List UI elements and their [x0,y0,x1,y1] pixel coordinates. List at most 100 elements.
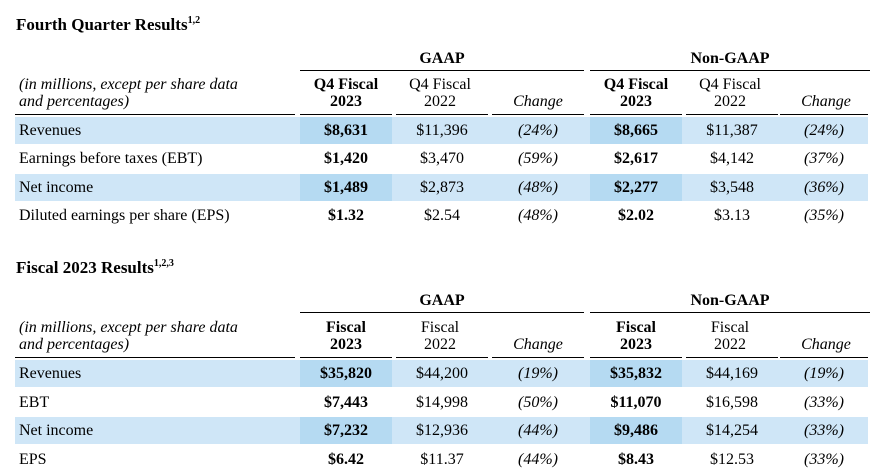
table-row: Revenues $8,631 $11,396 (24%) $8,665 $11… [15,117,868,144]
nongaap-group-rule [590,312,870,313]
nongaap-current-value: $2.02 [618,207,654,224]
nongaap-current-value: $8,665 [590,117,682,144]
row-label: Net income [19,179,94,196]
gaap-current-value: $1.32 [328,207,364,224]
nongaap-group-header: Non-GAAP [690,50,770,67]
header-rule [15,114,295,115]
gaap-prior-value: $3,470 [420,150,464,167]
gaap-prior-value: $11,396 [416,122,468,139]
gaap-prior-value: $2.54 [424,207,460,224]
gaap-change-value: (48%) [518,179,558,196]
gaap-current-header: Q4 Fiscal 2023 [300,76,392,110]
gaap-prior-value: $12,936 [416,422,468,439]
gaap-prior-value: $44,200 [416,365,468,382]
header-line1: Q4 Fiscal [313,76,379,93]
gaap-group-header: GAAP [419,50,465,67]
gaap-change-value: (48%) [518,207,558,224]
gaap-prior-value: $2,873 [420,179,464,196]
nongaap-prior-value: $11,387 [706,122,758,139]
units-note-line1: (in millions, except per share data [19,319,238,336]
nongaap-change-value: (33%) [804,422,844,439]
header-rule [15,357,295,358]
header-line1: Q4 Fiscal [409,76,471,93]
row-label: Net income [19,422,94,439]
footnote-ref: 1,2,3 [153,258,174,269]
row-label: Diluted earnings per share (EPS) [19,207,230,224]
nongaap-prior-value: $4,142 [710,150,754,167]
header-rule [686,114,778,115]
units-note-line1: (in millions, except per share data [19,76,238,93]
table-row: Revenues $35,820 $44,200 (19%) $35,832 $… [15,360,868,387]
gaap-change-value: (59%) [518,150,558,167]
header-line2: 2022 [424,93,456,110]
header-rule [686,357,778,358]
nongaap-prior-value: $3,548 [710,179,754,196]
units-note-line2: and percentages) [19,93,130,110]
nongaap-prior-header: Q4 Fiscal 2022 [684,76,776,110]
section-title-text: Fiscal 2023 Results [16,258,154,277]
nongaap-change-header: Change [801,336,851,353]
section-title: Fiscal 2023 Results1,2,3 [16,258,174,278]
header-rule [780,357,868,358]
header-line2: 2023 [620,336,652,353]
table-row: Net income $7,232 $12,936 (44%) $9,486 $… [15,417,868,444]
header-rule [300,114,392,115]
header-rule [590,114,682,115]
gaap-change-value: (19%) [518,365,558,382]
gaap-prior-value: $11.37 [420,451,464,468]
footnote-ref: 1,2 [187,15,201,26]
header-line1: Fiscal [616,319,656,336]
row-label: Revenues [19,122,82,139]
nongaap-change-value: (19%) [804,365,844,382]
fourth-quarter-section: Fourth Quarter Results1,2 GAAP Non-GAAP … [15,15,870,224]
nongaap-current-header: Q4 Fiscal 2023 [590,76,682,110]
nongaap-current-value: $9,486 [590,417,682,444]
nongaap-change-value: (37%) [804,150,844,167]
section-title: Fourth Quarter Results1,2 [16,15,200,35]
header-rule [300,357,392,358]
nongaap-current-value: $2,277 [590,174,682,201]
nongaap-change-value: (35%) [804,207,844,224]
row-label: Earnings before taxes (EBT) [19,150,203,167]
gaap-current-value: $6.42 [328,451,364,468]
nongaap-group-rule [590,70,870,71]
section-title-text: Fourth Quarter Results [16,15,188,34]
units-note: (in millions, except per share data and … [19,76,238,110]
nongaap-current-value: $2,617 [614,150,658,167]
header-rule [590,357,682,358]
nongaap-current-header: Fiscal 2023 [590,319,682,353]
header-line2: 2023 [330,93,362,110]
header-line1: Fiscal [710,319,750,336]
nongaap-group-header: Non-GAAP [690,292,770,309]
nongaap-change-header: Change [801,93,851,110]
gaap-change-value: (24%) [518,122,558,139]
header-rule [492,357,584,358]
header-line2: 2022 [714,336,746,353]
gaap-group-header: GAAP [419,292,465,309]
gaap-current-value: $7,443 [324,394,368,411]
row-label: Revenues [19,365,82,382]
gaap-change-header: Change [513,336,563,353]
header-rule [396,357,488,358]
gaap-current-value: $8,631 [300,117,392,144]
nongaap-change-value: (33%) [804,451,844,468]
gaap-current-value: $1,420 [324,150,368,167]
nongaap-prior-header: Fiscal 2022 [684,319,776,353]
nongaap-prior-value: $14,254 [706,422,758,439]
row-label: EPS [19,451,47,468]
nongaap-prior-value: $16,598 [706,394,758,411]
header-rule [780,114,868,115]
gaap-current-value: $1,489 [300,174,392,201]
gaap-change-value: (44%) [518,451,558,468]
gaap-change-header: Change [513,93,563,110]
header-line2: 2022 [714,93,746,110]
gaap-prior-value: $14,998 [416,394,468,411]
header-line1: Fiscal [326,319,366,336]
nongaap-prior-value: $12.53 [710,451,754,468]
header-line1: Q4 Fiscal [603,76,669,93]
table-row: Earnings before taxes (EBT) $1,420 $3,47… [15,145,868,172]
gaap-group-rule [300,312,584,313]
row-label: EBT [19,394,50,411]
header-line1: Q4 Fiscal [699,76,761,93]
nongaap-current-value: $11,070 [610,394,662,411]
